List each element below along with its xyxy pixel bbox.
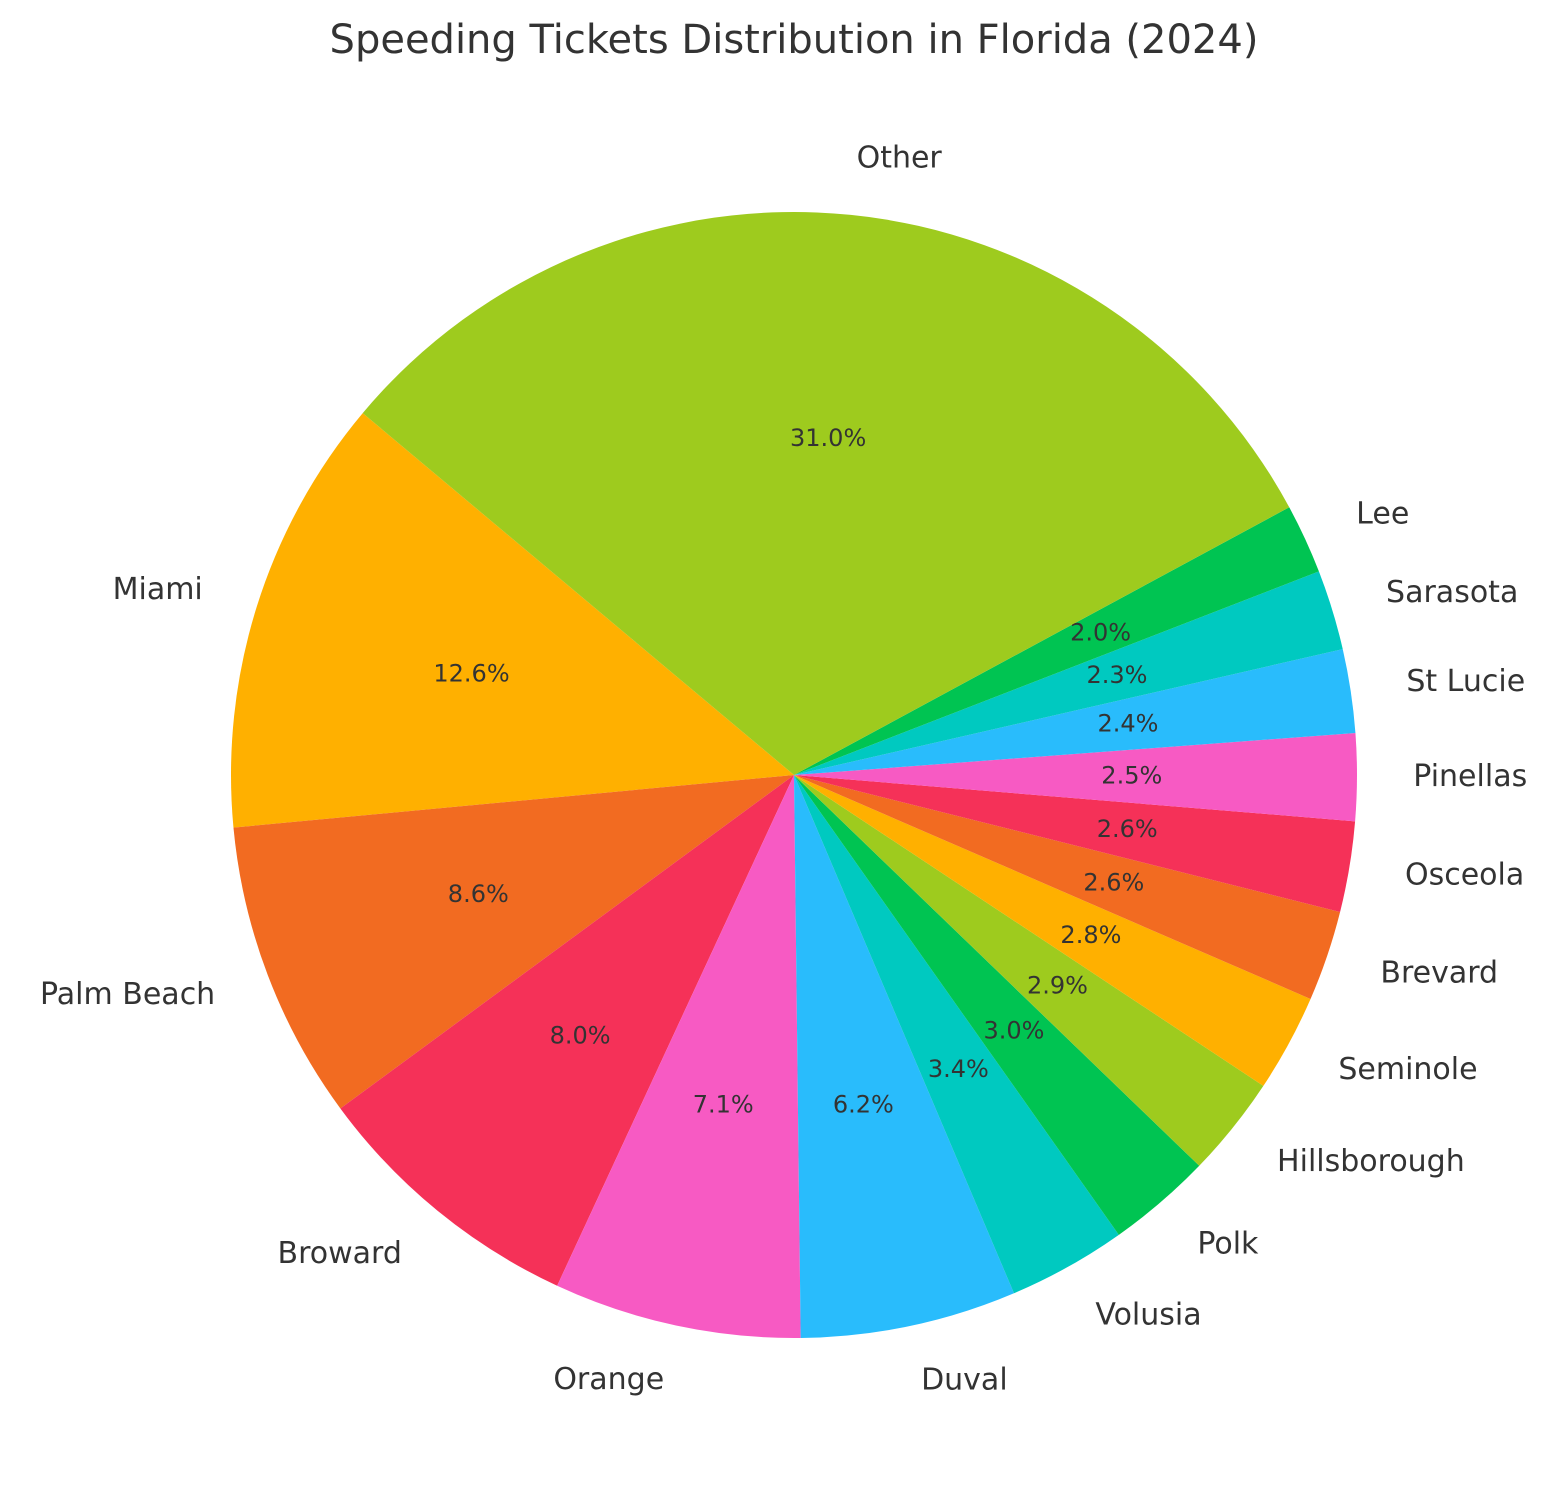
value-label: 8.6% — [448, 880, 509, 908]
pie-slice — [362, 211, 1290, 775]
pie-slice — [340, 775, 794, 1286]
value-label: 2.5% — [1101, 761, 1162, 789]
slice-label: Orange — [553, 1362, 664, 1397]
slice-label: Other — [857, 140, 943, 175]
value-label: 6.2% — [833, 1091, 894, 1119]
value-label: 2.0% — [1070, 618, 1131, 646]
slice-label: Volusia — [1095, 1298, 1201, 1333]
value-label: 2.8% — [1060, 921, 1121, 949]
pie-slice — [794, 507, 1319, 775]
pie-slice — [233, 775, 794, 1109]
slice-label: Miami — [113, 572, 203, 607]
value-label: 2.6% — [1097, 815, 1158, 843]
pie-slice — [794, 775, 1200, 1235]
pie-slice — [557, 775, 801, 1338]
slice-label: Sarasota — [1386, 575, 1518, 610]
slice-label: Hillsborough — [1277, 1144, 1465, 1179]
slice-label: Palm Beach — [40, 977, 215, 1012]
value-label: 12.6% — [433, 659, 509, 687]
pie-slice — [794, 775, 1341, 999]
pie-slice — [794, 571, 1343, 775]
value-label: 3.0% — [984, 1016, 1045, 1044]
slice-label: Pinellas — [1413, 759, 1527, 794]
pie-slice — [794, 775, 1264, 1166]
pie-slice — [794, 775, 1311, 1086]
slice-label: Seminole — [1338, 1052, 1477, 1087]
value-label: 2.4% — [1098, 709, 1159, 737]
value-label: 2.3% — [1086, 661, 1147, 689]
value-label: 31.0% — [790, 424, 866, 452]
value-label: 8.0% — [550, 1021, 611, 1049]
slice-label: Duval — [921, 1363, 1008, 1398]
pie-slice — [230, 413, 794, 828]
value-label: 2.6% — [1083, 869, 1144, 897]
pie-slice — [794, 649, 1356, 775]
pie-slice — [794, 775, 1119, 1294]
value-label: 3.4% — [928, 1055, 989, 1083]
pie-slice — [794, 775, 1014, 1338]
value-label: 2.9% — [1027, 971, 1088, 999]
slice-label: Osceola — [1405, 858, 1524, 893]
slice-label: Polk — [1197, 1226, 1259, 1261]
pie-slice — [794, 732, 1358, 822]
slice-label: St Lucie — [1406, 664, 1525, 699]
chart-title: Speeding Tickets Distribution in Florida… — [330, 17, 1259, 63]
pie-slice — [794, 775, 1356, 912]
slice-label: Lee — [1356, 497, 1409, 532]
value-label: 7.1% — [693, 1090, 754, 1118]
slice-label: Broward — [278, 1236, 402, 1271]
slice-label: Brevard — [1380, 956, 1498, 991]
